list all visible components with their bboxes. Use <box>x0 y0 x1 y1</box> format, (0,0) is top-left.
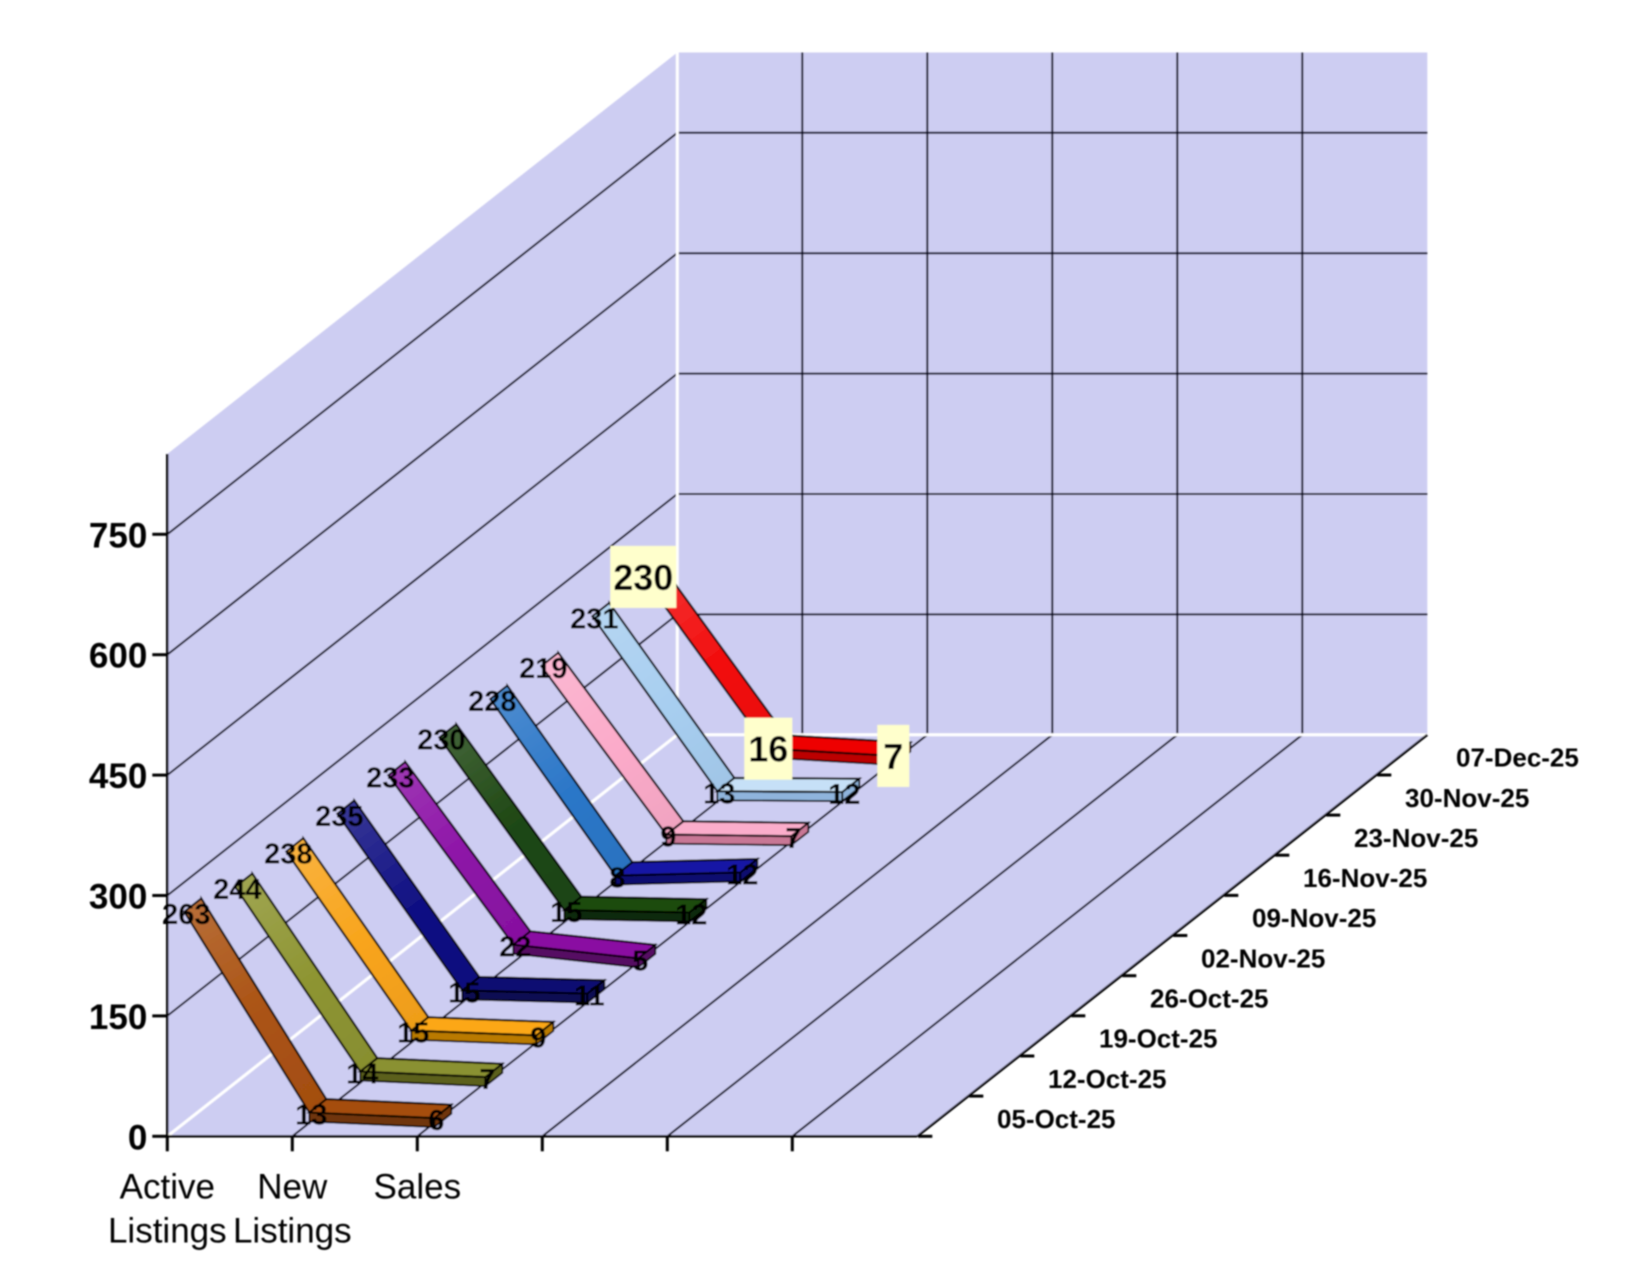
svg-text:600: 600 <box>89 637 147 676</box>
svg-text:14: 14 <box>346 1059 378 1091</box>
svg-text:300: 300 <box>89 878 147 917</box>
svg-text:New: New <box>257 1168 328 1207</box>
svg-text:5: 5 <box>632 945 648 977</box>
svg-text:05-Oct-25: 05-Oct-25 <box>997 1104 1116 1134</box>
svg-text:13: 13 <box>295 1100 327 1132</box>
svg-text:Listings: Listings <box>233 1212 352 1251</box>
svg-text:12-Oct-25: 12-Oct-25 <box>1048 1064 1167 1094</box>
svg-text:233: 233 <box>366 762 414 794</box>
svg-text:19-Oct-25: 19-Oct-25 <box>1099 1024 1218 1054</box>
svg-text:150: 150 <box>89 998 147 1037</box>
svg-text:0: 0 <box>128 1118 147 1157</box>
svg-text:Listings: Listings <box>108 1212 227 1251</box>
svg-text:8: 8 <box>609 863 625 895</box>
svg-text:244: 244 <box>213 874 261 906</box>
svg-text:450: 450 <box>89 757 147 796</box>
svg-text:238: 238 <box>264 839 312 871</box>
svg-text:07-Dec-25: 07-Dec-25 <box>1456 743 1579 773</box>
svg-text:15: 15 <box>397 1018 429 1050</box>
svg-text:7: 7 <box>785 823 801 855</box>
svg-text:7: 7 <box>883 736 903 777</box>
svg-text:6: 6 <box>428 1105 444 1137</box>
svg-text:12: 12 <box>828 779 860 811</box>
svg-text:16-Nov-25: 16-Nov-25 <box>1303 863 1427 893</box>
svg-text:230: 230 <box>417 725 465 757</box>
svg-text:219: 219 <box>519 653 567 685</box>
svg-text:23-Nov-25: 23-Nov-25 <box>1354 823 1478 853</box>
svg-text:235: 235 <box>315 801 363 833</box>
svg-text:750: 750 <box>89 516 147 555</box>
svg-text:26-Oct-25: 26-Oct-25 <box>1150 984 1269 1014</box>
svg-text:16: 16 <box>748 729 788 770</box>
svg-text:22: 22 <box>499 932 531 964</box>
svg-text:12: 12 <box>726 859 758 891</box>
svg-text:12: 12 <box>675 900 707 932</box>
svg-text:7: 7 <box>479 1064 495 1096</box>
svg-text:231: 231 <box>570 603 618 635</box>
svg-text:02-Nov-25: 02-Nov-25 <box>1201 943 1325 973</box>
svg-text:9: 9 <box>660 822 676 854</box>
svg-text:228: 228 <box>468 686 516 718</box>
svg-text:11: 11 <box>574 981 605 1013</box>
svg-text:15: 15 <box>448 977 480 1009</box>
svg-text:13: 13 <box>703 778 735 810</box>
svg-text:Active: Active <box>120 1168 215 1207</box>
svg-text:09-Nov-25: 09-Nov-25 <box>1252 903 1376 933</box>
svg-text:263: 263 <box>162 899 210 931</box>
svg-text:230: 230 <box>613 557 673 598</box>
svg-text:Sales: Sales <box>374 1168 462 1207</box>
svg-text:30-Nov-25: 30-Nov-25 <box>1405 783 1529 813</box>
svg-text:15: 15 <box>550 897 582 929</box>
svg-text:9: 9 <box>530 1022 546 1054</box>
